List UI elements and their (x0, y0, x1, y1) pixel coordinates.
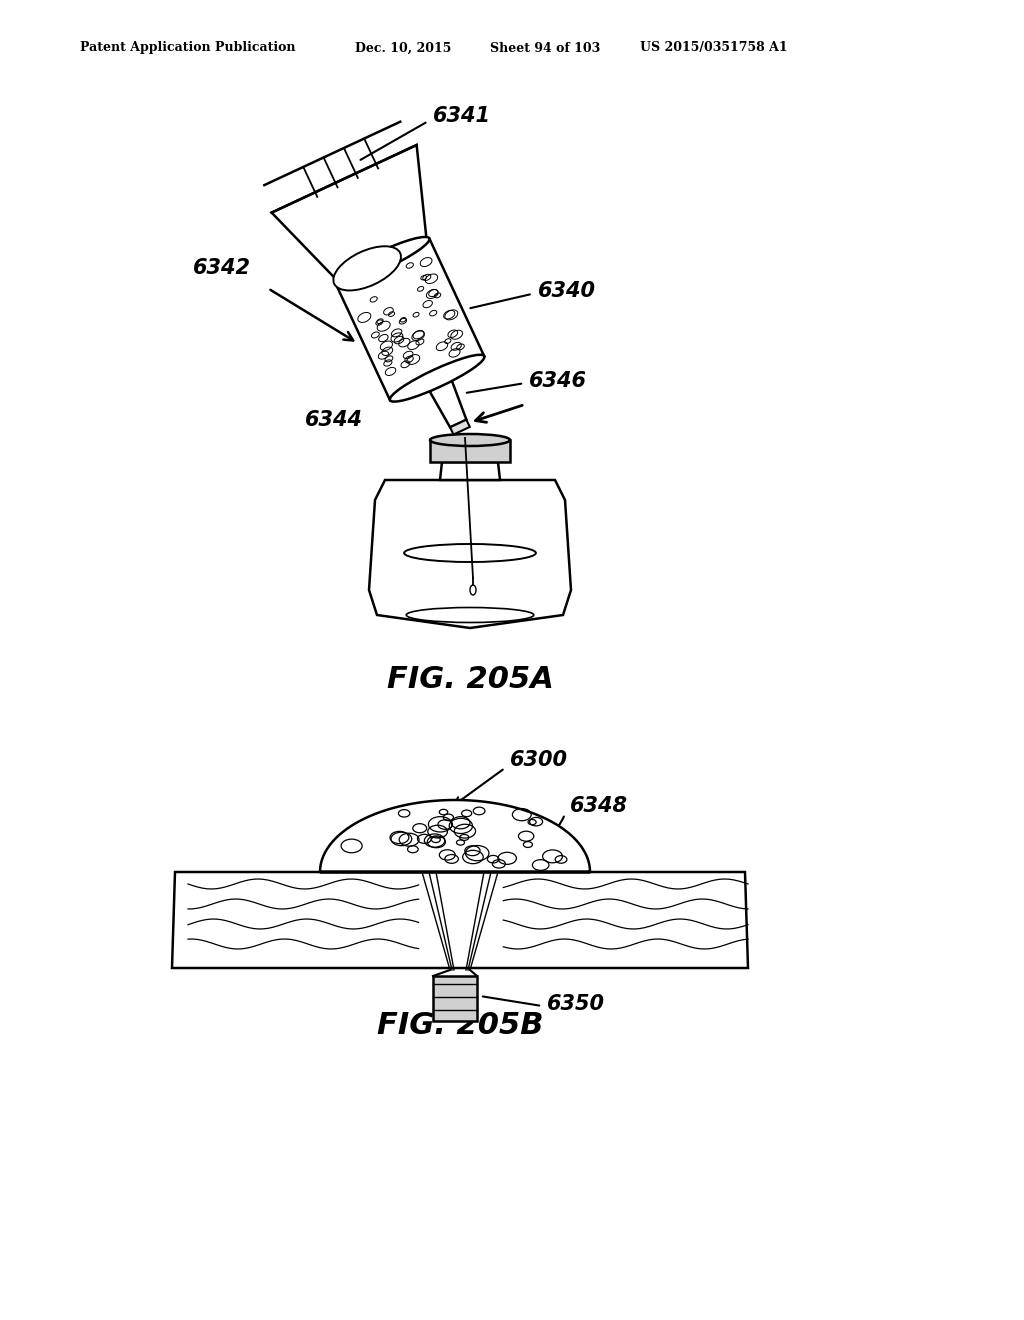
Text: FIG. 205B: FIG. 205B (377, 1011, 544, 1040)
Ellipse shape (334, 247, 401, 290)
Ellipse shape (470, 585, 476, 595)
Text: 6344: 6344 (305, 411, 362, 430)
Text: 6346: 6346 (529, 371, 587, 391)
Polygon shape (369, 480, 571, 628)
Ellipse shape (407, 607, 534, 623)
Polygon shape (430, 440, 510, 462)
Polygon shape (172, 873, 748, 968)
Polygon shape (433, 975, 477, 1020)
Polygon shape (335, 239, 484, 400)
Text: 6342: 6342 (193, 259, 251, 279)
Text: Sheet 94 of 103: Sheet 94 of 103 (490, 41, 600, 54)
Ellipse shape (335, 236, 429, 284)
Text: FIG. 205A: FIG. 205A (387, 665, 553, 694)
Text: 6348: 6348 (570, 796, 628, 816)
Ellipse shape (430, 434, 510, 446)
Polygon shape (425, 372, 466, 428)
Polygon shape (440, 462, 500, 480)
Text: 6300: 6300 (510, 750, 568, 770)
Polygon shape (451, 420, 470, 434)
Text: 6350: 6350 (547, 994, 605, 1014)
Text: 6341: 6341 (433, 107, 492, 127)
Text: 6340: 6340 (538, 281, 596, 301)
Text: US 2015/0351758 A1: US 2015/0351758 A1 (640, 41, 787, 54)
Text: Dec. 10, 2015: Dec. 10, 2015 (355, 41, 452, 54)
Polygon shape (319, 800, 590, 873)
Polygon shape (271, 145, 427, 281)
Ellipse shape (390, 355, 484, 401)
Text: Patent Application Publication: Patent Application Publication (80, 41, 296, 54)
